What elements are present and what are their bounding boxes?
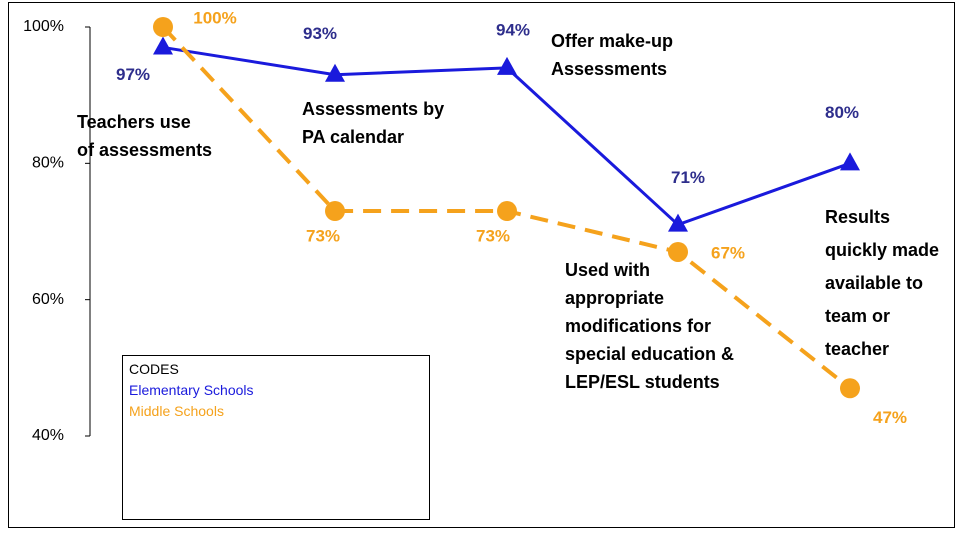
marker: [497, 201, 517, 222]
marker: [668, 241, 688, 262]
marker: [325, 63, 345, 82]
legend: CODES Elementary Schools Middle Schools: [122, 355, 430, 520]
category-label: Offer make-up Assessments: [551, 31, 674, 79]
data-label: 80%: [825, 103, 859, 122]
legend-entry: Elementary Schools: [129, 382, 254, 398]
category-label: Results quickly made available to team o…: [825, 207, 940, 359]
marker: [668, 213, 688, 232]
marker: [153, 36, 173, 55]
frame: [8, 2, 955, 528]
category-label: Used with appropriate modifications for …: [565, 260, 735, 392]
y-tick-label: 100%: [23, 18, 64, 35]
y-tick-label: 40%: [32, 427, 64, 444]
legend-title: CODES: [129, 361, 179, 377]
y-tick-label: 80%: [32, 155, 64, 172]
category-label: Teachers use of assessments: [77, 112, 213, 160]
data-label: 97%: [116, 65, 150, 84]
marker: [840, 378, 860, 399]
data-label: 94%: [496, 20, 530, 39]
data-label: 73%: [306, 227, 340, 246]
data-label: 73%: [476, 227, 510, 246]
data-label: 93%: [303, 24, 337, 43]
data-label: 71%: [671, 168, 705, 187]
data-label: 100%: [193, 8, 236, 27]
marker: [153, 17, 173, 37]
legend-entry: Middle Schools: [129, 403, 224, 419]
marker: [325, 201, 345, 222]
data-label: 67%: [711, 243, 745, 262]
category-label: Assessments by PA calendar: [302, 99, 445, 147]
y-tick-label: 60%: [32, 291, 64, 308]
marker: [840, 152, 860, 171]
marker: [497, 56, 517, 75]
data-label: 47%: [873, 408, 907, 427]
